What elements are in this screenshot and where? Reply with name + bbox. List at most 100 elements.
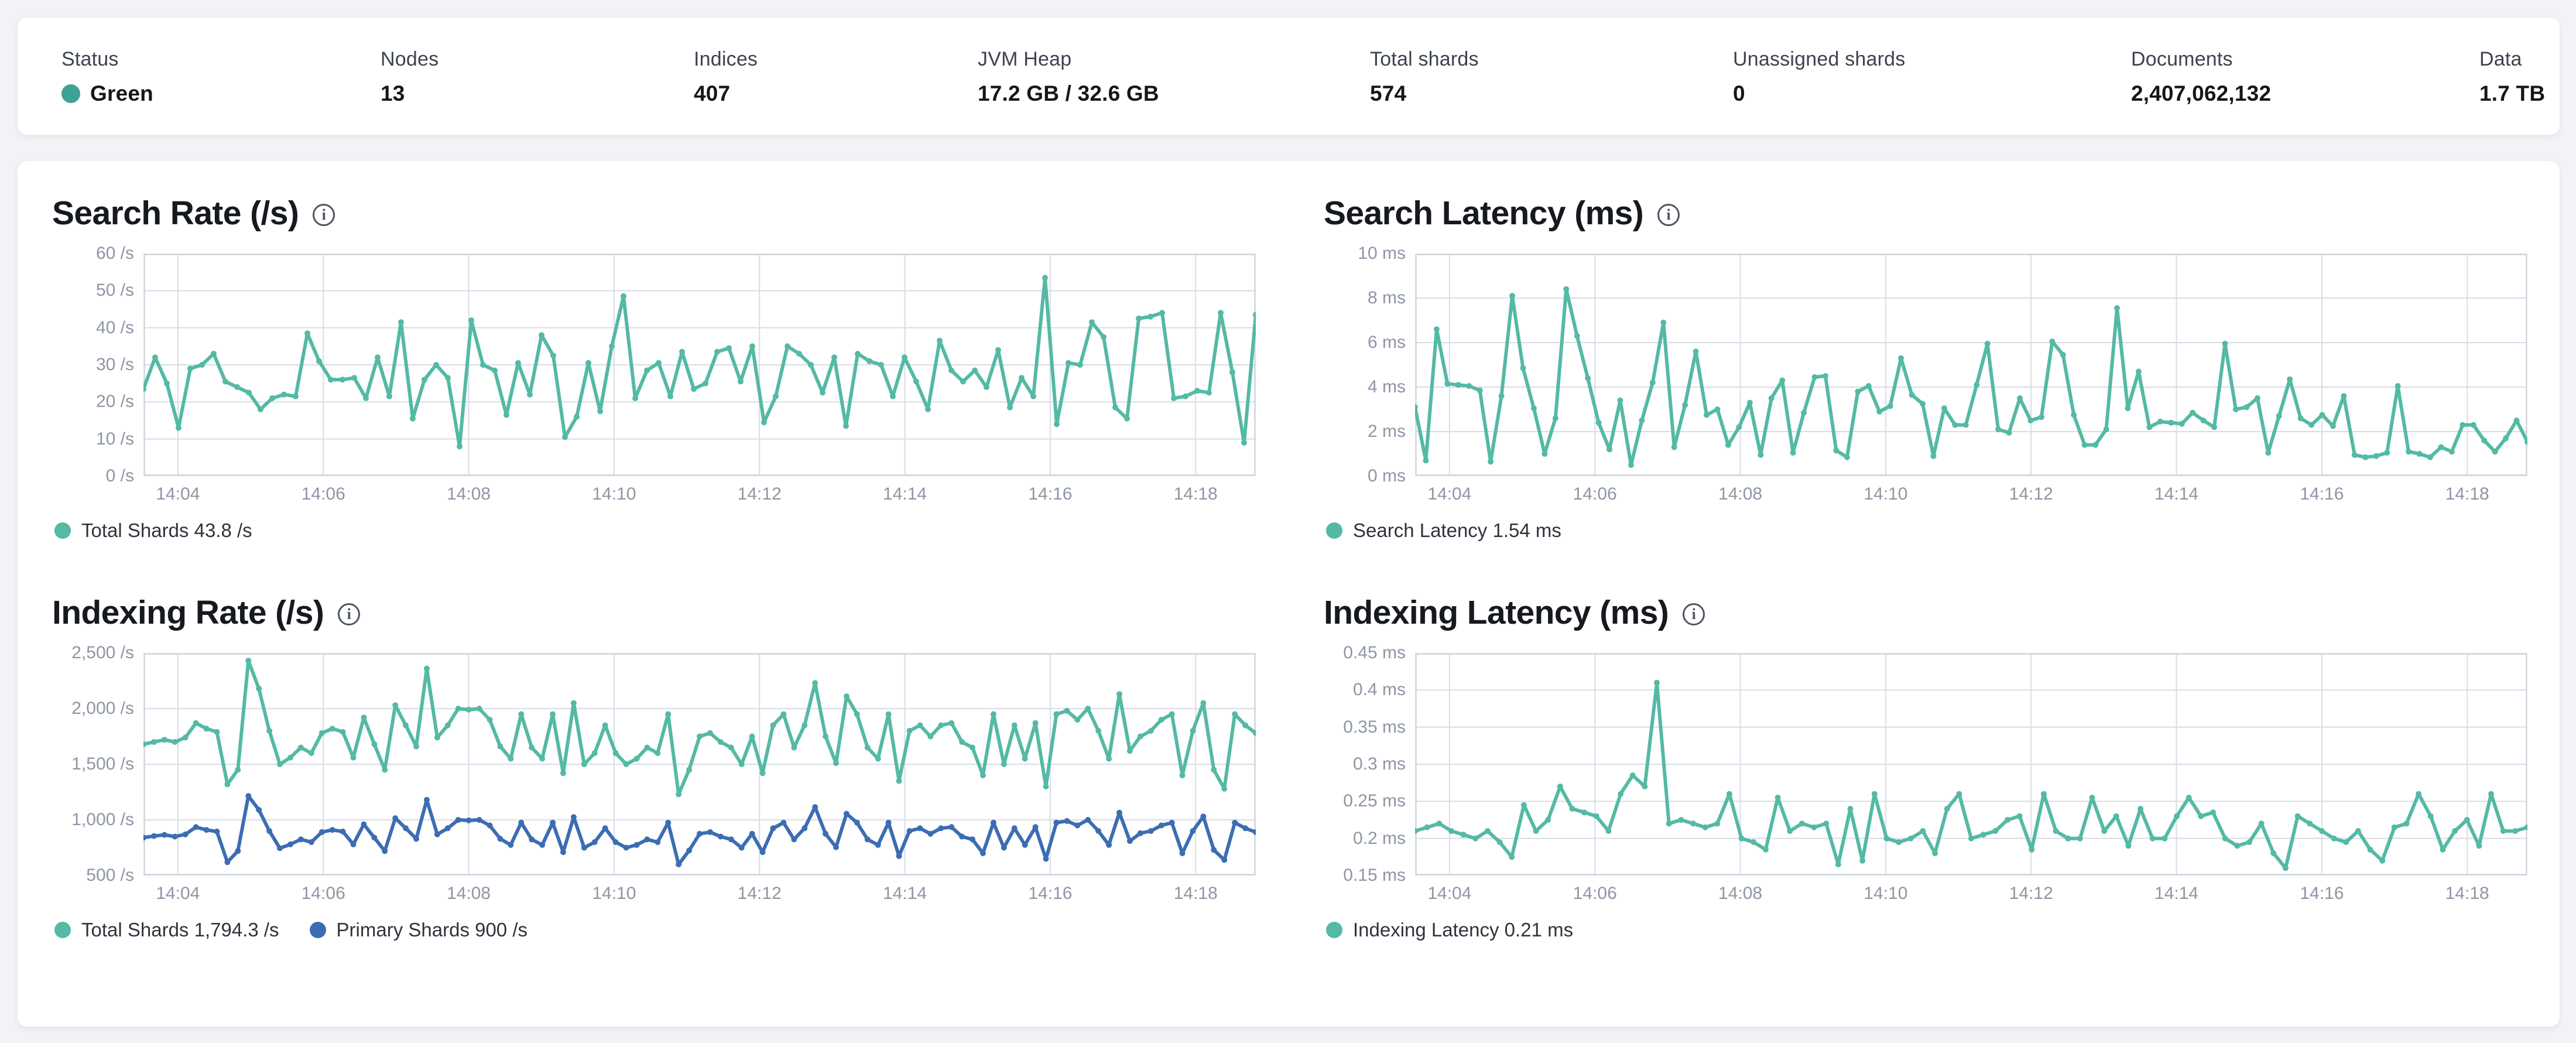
chart-title: Search Latency (ms): [1324, 194, 1644, 232]
chart-title: Indexing Rate (/s): [52, 594, 324, 631]
y-tick-label: 0 /s: [105, 466, 134, 485]
chart-legend: Search Latency 1.54 ms: [1326, 519, 2527, 542]
legend-label: Primary Shards 900 /s: [336, 919, 528, 941]
stat-value: 574: [1370, 81, 1407, 105]
x-tick-label: 14:18: [2445, 884, 2489, 903]
y-tick-label: 2 ms: [1367, 422, 1406, 441]
y-tick-label: 20 /s: [95, 392, 134, 412]
stat-total-shards: Total shards 574: [1370, 48, 1479, 106]
stat-status: Status Green: [61, 48, 153, 106]
x-tick-label: 14:10: [1864, 484, 1908, 504]
legend-dot-icon: [54, 522, 71, 539]
legend-item[interactable]: Total Shards 43.8 /s: [54, 519, 252, 542]
y-tick-label: 50 /s: [95, 281, 134, 300]
legend-item[interactable]: Search Latency 1.54 ms: [1326, 519, 1561, 542]
x-tick-label: 14:08: [447, 484, 491, 504]
stat-value: 0: [1733, 81, 1745, 105]
y-tick-label: 2,500 /s: [71, 643, 134, 662]
x-axis: 14:04 14:06 14:08 14:10 14:12 14:14 14:16 14:18: [143, 876, 1256, 908]
stat-documents: Documents 2,407,062,132: [2131, 48, 2271, 106]
y-tick-label: 40 /s: [95, 317, 134, 337]
legend-dot-icon: [1326, 522, 1342, 539]
chart-title: Search Rate (/s): [52, 194, 299, 232]
chart-search-latency: Search Latency (ms) i 10 ms 8 ms 6 ms 4 ms 2…: [1321, 194, 2527, 542]
x-tick-label: 14:06: [1573, 484, 1617, 504]
stat-label: Nodes: [381, 48, 439, 70]
stat-label: Documents: [2131, 48, 2233, 70]
y-tick-label: 0.3 ms: [1352, 754, 1406, 774]
legend-label: Search Latency 1.54 ms: [1353, 519, 1561, 541]
info-icon[interactable]: i: [338, 603, 361, 625]
legend-item[interactable]: Total Shards 1,794.3 /s: [54, 919, 279, 941]
x-tick-label: 14:16: [2300, 484, 2344, 504]
x-tick-label: 14:12: [2009, 884, 2053, 903]
y-tick-label: 0.2 ms: [1352, 828, 1406, 848]
stat-value: 17.2 GB / 32.6 GB: [978, 81, 1159, 105]
stat-label: JVM Heap: [978, 48, 1072, 70]
x-tick-label: 14:08: [1718, 484, 1763, 504]
legend-dot-icon: [1326, 922, 1342, 938]
y-tick-label: 500 /s: [86, 866, 134, 885]
x-tick-label: 14:12: [737, 884, 782, 903]
x-tick-label: 14:08: [447, 884, 491, 903]
y-tick-label: 2,000 /s: [71, 699, 134, 718]
x-tick-label: 14:04: [156, 484, 200, 504]
stat-label: Unassigned shards: [1733, 48, 1906, 70]
info-icon[interactable]: i: [313, 204, 335, 226]
stat-unassigned-shards: Unassigned shards 0: [1733, 48, 1905, 106]
search-rate-plot[interactable]: [143, 254, 1256, 476]
chart-title: Indexing Latency (ms): [1324, 594, 1669, 631]
x-tick-label: 14:04: [1427, 484, 1472, 504]
info-icon[interactable]: i: [1657, 204, 1680, 226]
x-tick-label: 14:10: [1864, 884, 1908, 903]
legend-item[interactable]: Indexing Latency 0.21 ms: [1326, 919, 1573, 941]
x-tick-label: 14:12: [737, 484, 782, 504]
search-latency-plot[interactable]: [1415, 254, 2527, 476]
x-tick-label: 14:14: [883, 884, 927, 903]
y-tick-label: 8 ms: [1367, 288, 1406, 307]
x-tick-label: 14:06: [1573, 884, 1617, 903]
legend-label: Indexing Latency 0.21 ms: [1353, 919, 1574, 941]
chart-indexing-rate: Indexing Rate (/s) i 2,500 /s 2,000 /s 1,5…: [50, 593, 1256, 941]
stat-data: Data 1.7 TB: [2479, 48, 2545, 106]
y-tick-label: 6 ms: [1367, 333, 1406, 352]
y-tick-label: 30 /s: [95, 355, 134, 374]
stat-value: 2,407,062,132: [2131, 81, 2272, 105]
indexing-latency-plot[interactable]: [1415, 653, 2527, 876]
stat-nodes: Nodes 13: [381, 48, 439, 106]
x-tick-label: 14:16: [1028, 484, 1073, 504]
indexing-rate-plot[interactable]: [143, 653, 1256, 876]
chart-search-rate: Search Rate (/s) i 60 /s 50 /s 40 /s 30 /s 2…: [50, 194, 1256, 542]
x-tick-label: 14:04: [1427, 884, 1472, 903]
status-dot-icon: [61, 84, 80, 103]
y-tick-label: 60 /s: [95, 244, 134, 263]
x-tick-label: 14:08: [1718, 884, 1763, 903]
x-tick-label: 14:18: [2445, 484, 2489, 504]
metrics-panel: Search Rate (/s) i 60 /s 50 /s 40 /s 30 /s 2…: [18, 161, 2560, 1027]
stat-label: Indices: [694, 48, 758, 70]
stat-label: Total shards: [1370, 48, 1479, 70]
y-tick-label: 1,500 /s: [71, 754, 134, 774]
x-tick-label: 14:10: [592, 884, 636, 903]
stat-value: Green: [90, 81, 153, 105]
legend-label: Total Shards 43.8 /s: [81, 519, 252, 541]
stat-value: 407: [694, 81, 731, 105]
x-tick-label: 14:16: [1028, 884, 1073, 903]
y-tick-label: 4 ms: [1367, 377, 1406, 396]
x-tick-label: 14:18: [1173, 884, 1218, 903]
x-tick-label: 14:06: [301, 884, 345, 903]
stat-jvm-heap: JVM Heap 17.2 GB / 32.6 GB: [978, 48, 1159, 106]
legend-label: Total Shards 1,794.3 /s: [81, 919, 279, 941]
x-tick-label: 14:06: [301, 484, 345, 504]
x-axis: 14:04 14:06 14:08 14:10 14:12 14:14 14:16 14:18: [1415, 876, 2527, 908]
y-tick-label: 0.4 ms: [1352, 680, 1406, 700]
legend-item[interactable]: Primary Shards 900 /s: [309, 919, 528, 941]
info-icon[interactable]: i: [1683, 603, 1705, 625]
y-axis: 60 /s 50 /s 40 /s 30 /s 20 /s 10 /s 0 /s: [50, 244, 143, 485]
y-tick-label: 10 /s: [95, 429, 134, 449]
y-axis: 0.45 ms 0.4 ms 0.35 ms 0.3 ms 0.25 ms 0.2 ms 0…: [1321, 643, 1415, 885]
x-tick-label: 14:18: [1173, 484, 1218, 504]
x-axis: 14:04 14:06 14:08 14:10 14:12 14:14 14:16 14:18: [143, 476, 1256, 509]
chart-indexing-latency: Indexing Latency (ms) i 0.45 ms 0.4 ms 0.3…: [1321, 593, 2527, 941]
y-tick-label: 0 ms: [1367, 466, 1406, 485]
